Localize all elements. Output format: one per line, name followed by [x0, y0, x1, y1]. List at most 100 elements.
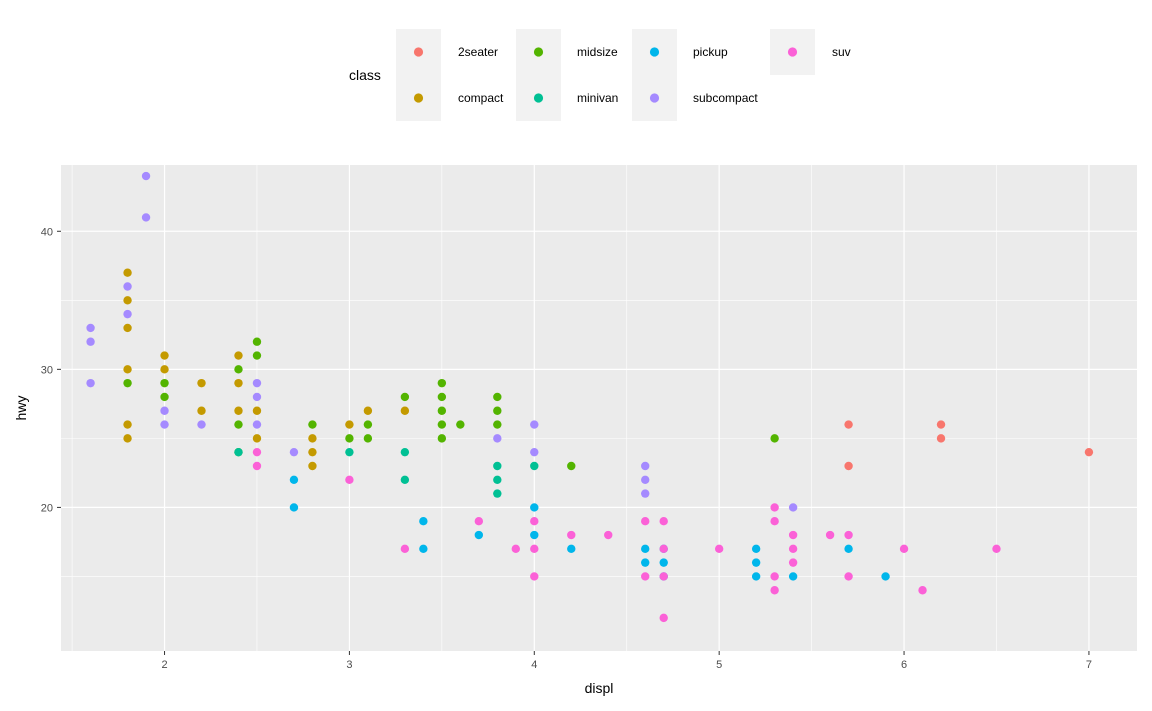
- data-point-pickup: [474, 530, 484, 540]
- data-point-midsize: [456, 420, 465, 429]
- data-point-compact: [234, 378, 243, 388]
- data-point-subcompact: [641, 461, 650, 471]
- data-point-suv: [659, 517, 668, 526]
- data-point-compact: [252, 406, 262, 415]
- y-tick-label: 30: [41, 364, 53, 376]
- data-point-subcompact: [252, 378, 262, 388]
- data-point-pickup: [530, 530, 539, 540]
- data-point-suv: [604, 530, 613, 540]
- data-point-midsize: [363, 420, 373, 429]
- data-point-midsize: [437, 378, 447, 388]
- data-point-suv: [714, 544, 724, 554]
- data-points: [86, 171, 1094, 623]
- data-point-subcompact: [788, 503, 798, 512]
- data-point-compact: [123, 420, 132, 429]
- x-tick-label: 7: [1086, 659, 1092, 671]
- data-point-compact: [123, 323, 132, 333]
- legend-swatch-suv: [787, 47, 798, 57]
- legend-swatch-2seater: [413, 47, 424, 57]
- x-axis: 2 3 4 5 6 7: [161, 651, 1092, 671]
- data-point-pickup: [881, 572, 890, 581]
- data-point-suv: [899, 544, 909, 554]
- data-point-subcompact: [493, 434, 502, 443]
- plot-panel: [61, 165, 1137, 651]
- data-point-suv: [825, 530, 835, 540]
- legend-label-suv: suv: [832, 45, 851, 59]
- data-point-suv: [400, 544, 410, 554]
- data-point-midsize: [437, 420, 447, 429]
- data-point-subcompact: [141, 171, 151, 181]
- data-point-suv: [844, 530, 853, 540]
- legend-label-2seater: 2seater: [458, 45, 498, 59]
- legend-swatch-subcompact: [649, 93, 660, 103]
- data-point-midsize: [308, 420, 317, 429]
- data-point-pickup: [289, 475, 299, 484]
- data-point-suv: [530, 517, 539, 526]
- data-point-2seater: [1084, 447, 1094, 457]
- legend-swatch-midsize: [533, 47, 544, 57]
- y-axis: 20 30 40: [41, 226, 61, 514]
- data-point-compact: [234, 406, 243, 415]
- data-point-midsize: [400, 392, 410, 402]
- data-point-midsize: [437, 392, 447, 402]
- data-point-midsize: [363, 434, 373, 443]
- legend-label-subcompact: subcompact: [693, 91, 758, 105]
- data-point-pickup: [641, 558, 650, 567]
- data-point-pickup: [641, 544, 650, 554]
- x-tick-label: 5: [716, 659, 722, 671]
- data-point-minivan: [400, 475, 410, 484]
- data-point-2seater: [936, 434, 946, 443]
- legend-label-pickup: pickup: [693, 45, 728, 59]
- data-point-subcompact: [641, 489, 650, 498]
- data-point-suv: [567, 530, 576, 540]
- data-point-minivan: [530, 461, 539, 471]
- legend-title: class: [349, 67, 381, 83]
- data-point-subcompact: [86, 378, 95, 388]
- data-point-midsize: [234, 365, 243, 374]
- data-point-midsize: [493, 406, 502, 415]
- data-point-compact: [160, 351, 169, 360]
- x-tick-label: 2: [161, 659, 167, 671]
- data-point-minivan: [345, 447, 354, 457]
- data-point-subcompact: [289, 447, 299, 457]
- data-point-subcompact: [160, 406, 169, 415]
- legend-label-compact: compact: [458, 91, 504, 105]
- data-point-compact: [308, 434, 317, 443]
- data-point-suv: [659, 544, 668, 554]
- data-point-midsize: [160, 392, 169, 402]
- data-point-suv: [511, 544, 521, 554]
- data-point-suv: [918, 586, 927, 595]
- legend-swatch-compact: [413, 93, 424, 103]
- y-axis-title: hwy: [13, 396, 29, 421]
- data-point-midsize: [234, 420, 243, 429]
- data-point-pickup: [567, 544, 576, 554]
- data-point-compact: [197, 406, 206, 415]
- data-point-pickup: [659, 558, 668, 567]
- data-point-compact: [234, 351, 243, 360]
- data-point-subcompact: [160, 420, 169, 429]
- data-point-subcompact: [141, 213, 151, 222]
- data-point-suv: [641, 517, 650, 526]
- data-point-subcompact: [530, 420, 539, 429]
- data-point-midsize: [345, 434, 354, 443]
- data-point-pickup: [844, 544, 853, 554]
- data-point-suv: [770, 586, 779, 595]
- data-point-compact: [123, 296, 132, 305]
- data-point-subcompact: [252, 392, 262, 402]
- data-point-minivan: [234, 447, 243, 457]
- data-point-compact: [308, 461, 317, 471]
- data-point-midsize: [493, 392, 502, 402]
- data-point-subcompact: [86, 323, 95, 333]
- data-point-suv: [530, 572, 539, 581]
- data-point-midsize: [437, 434, 447, 443]
- data-point-midsize: [252, 337, 262, 346]
- data-point-suv: [788, 558, 798, 567]
- data-point-compact: [123, 434, 132, 443]
- data-point-suv: [992, 544, 1001, 554]
- data-point-subcompact: [123, 309, 132, 319]
- data-point-compact: [308, 447, 317, 457]
- data-point-pickup: [751, 558, 761, 567]
- data-point-pickup: [751, 572, 761, 581]
- grid-minor: [61, 165, 1137, 651]
- data-point-compact: [160, 365, 169, 374]
